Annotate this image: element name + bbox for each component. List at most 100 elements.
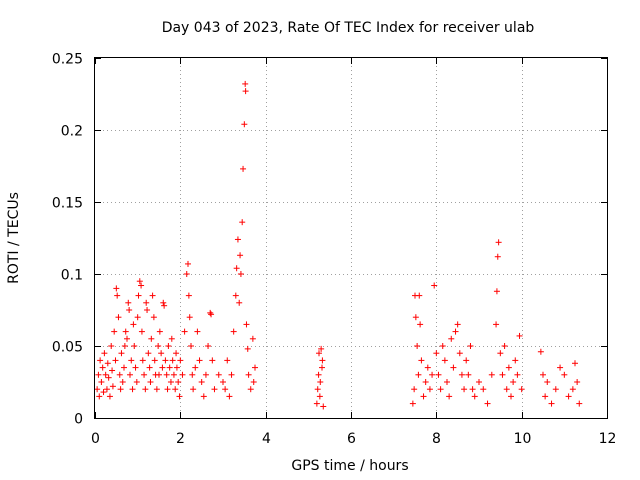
data-point: [569, 386, 576, 393]
data-point: [160, 299, 167, 306]
data-point: [245, 371, 252, 378]
data-point: [156, 328, 163, 335]
data-point: [121, 343, 128, 349]
data-point: [508, 393, 514, 400]
data-point: [189, 371, 196, 378]
data-point: [316, 350, 322, 357]
data-point: [158, 350, 165, 357]
data-point: [151, 357, 158, 364]
data-point: [514, 371, 521, 378]
x-axis-label: GPS time / hours: [291, 458, 408, 474]
x-tick-label: 2: [176, 431, 185, 447]
data-point: [493, 288, 500, 295]
data-point: [118, 350, 125, 357]
x-tick-label: 12: [599, 431, 617, 447]
data-point: [499, 371, 506, 378]
data-point: [317, 379, 324, 385]
data-point: [444, 379, 450, 385]
data-point: [139, 357, 146, 364]
data-point: [177, 357, 184, 364]
data-point: [172, 386, 179, 393]
data-point: [132, 364, 139, 371]
data-point: [126, 307, 133, 313]
data-point: [198, 379, 205, 385]
data-point: [501, 343, 508, 349]
data-point: [138, 282, 145, 289]
x-tick-label: 8: [432, 431, 441, 447]
data-point: [99, 364, 106, 371]
data-point: [463, 357, 470, 364]
y-tick-label: 0.25: [52, 52, 83, 68]
data-point: [228, 371, 235, 378]
data-point: [207, 309, 214, 316]
data-point: [242, 88, 249, 95]
plot-frame: [94, 57, 608, 419]
data-point: [574, 379, 581, 385]
data-point: [450, 364, 457, 371]
data-point: [133, 379, 140, 385]
data-point: [318, 364, 325, 371]
data-point: [106, 393, 113, 400]
data-point: [431, 282, 438, 289]
y-tick-label: 0: [74, 412, 83, 428]
data-point: [542, 393, 549, 400]
data-point: [516, 332, 523, 339]
data-point: [237, 271, 244, 277]
data-point: [469, 386, 476, 393]
data-point: [173, 364, 180, 371]
data-point: [552, 386, 559, 393]
data-point: [319, 357, 326, 364]
data-point: [237, 252, 244, 259]
data-point: [175, 379, 182, 385]
data-point: [544, 379, 551, 385]
data-point: [112, 357, 119, 364]
data-point: [411, 386, 418, 393]
data-point: [111, 328, 118, 335]
data-point: [471, 393, 478, 400]
data-point: [316, 393, 323, 400]
data-point: [121, 364, 128, 371]
data-point: [230, 328, 237, 335]
data-point: [142, 386, 149, 393]
data-point: [497, 350, 504, 357]
data-point: [169, 357, 176, 364]
data-point: [155, 343, 162, 349]
data-point: [136, 278, 143, 285]
data-point: [131, 343, 138, 349]
data-point: [505, 364, 512, 371]
data-point: [495, 239, 502, 246]
data-point: [494, 253, 501, 260]
data-point: [100, 389, 107, 396]
data-point: [250, 379, 257, 385]
data-point: [117, 386, 124, 393]
data-point: [114, 292, 121, 299]
data-point: [149, 292, 156, 299]
data-point: [105, 374, 112, 381]
data-point: [186, 314, 193, 321]
data-point: [190, 386, 197, 393]
data-point: [150, 314, 157, 321]
data-point: [176, 393, 183, 400]
data-point: [510, 379, 517, 385]
data-point: [426, 386, 433, 393]
data-point: [138, 328, 145, 335]
data-point: [576, 400, 583, 407]
data-point: [318, 345, 325, 352]
y-tick-label: 0.1: [61, 268, 83, 284]
data-point: [116, 371, 123, 378]
data-point: [412, 314, 419, 321]
data-point: [102, 371, 109, 378]
data-point: [429, 371, 436, 378]
data-point: [232, 292, 239, 299]
data-point: [194, 328, 201, 335]
data-point: [185, 260, 192, 267]
data-point: [95, 371, 102, 378]
data-point: [467, 343, 474, 349]
data-point: [222, 386, 229, 393]
axis-ticks: 0 2 4 6 8 10 12 0 0.05 0.1 0.15 0.2 0.25: [52, 52, 617, 448]
data-point: [424, 364, 431, 371]
data-points: [94, 80, 583, 410]
data-point: [409, 400, 416, 407]
x-tick-label: 10: [514, 431, 532, 447]
data-point: [315, 371, 322, 378]
